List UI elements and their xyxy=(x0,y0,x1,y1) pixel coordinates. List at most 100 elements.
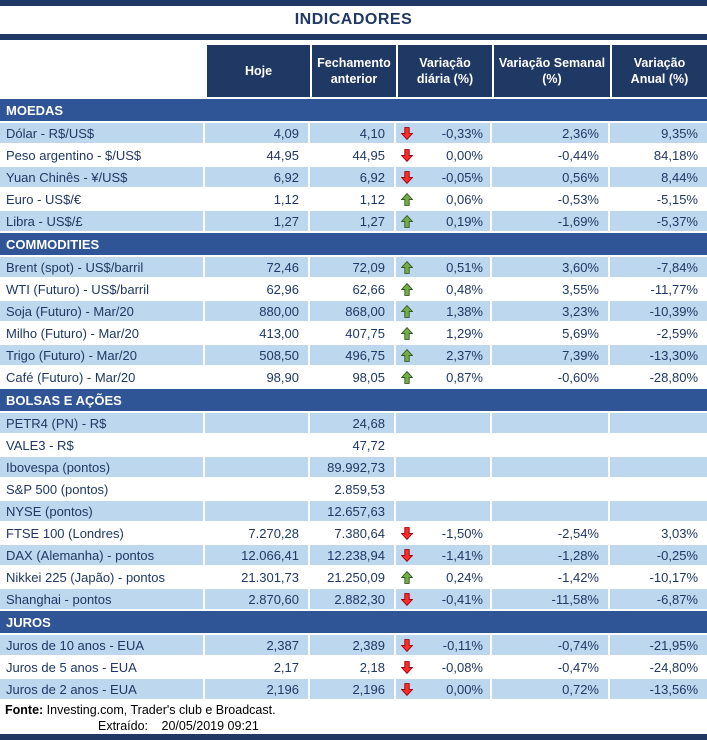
row-label: DAX (Alemanha) - pontos xyxy=(0,545,205,565)
variacao-semanal-value: 2,36% xyxy=(492,123,610,143)
variacao-semanal-value: 5,69% xyxy=(492,323,610,343)
variacao-diaria-value: -1,41% xyxy=(441,547,483,563)
variacao-semanal-value: 3,60% xyxy=(492,257,610,277)
variacao-anual-value: -0,25% xyxy=(656,547,698,563)
variacao-diaria-cell: -1,50% xyxy=(396,523,492,543)
variacao-semanal-value: -0,47% xyxy=(492,657,610,677)
column-header-fechamento-anterior: Fechamento anterior xyxy=(310,45,396,97)
section-title: MOEDAS xyxy=(6,102,64,118)
arrow-up-icon xyxy=(401,214,413,228)
variacao-diaria-cell: -0,08% xyxy=(396,657,492,677)
arrow-up-icon xyxy=(401,260,413,274)
variacao-diaria-value: -1,50% xyxy=(441,525,483,541)
variacao-diaria-value: -0,33% xyxy=(441,125,483,141)
row-label: Brent (spot) - US$/barril xyxy=(0,257,205,277)
variacao-semanal-value xyxy=(492,413,610,433)
fechamento-anterior-value: 407,75 xyxy=(310,323,396,343)
row-label: Shanghai - pontos xyxy=(0,589,205,609)
fechamento-anterior-value: 6,92 xyxy=(310,167,396,187)
variacao-diaria-value: 2,37% xyxy=(446,347,483,363)
table-row: Juros de 10 anos - EUA 2,387 2,389 -0,11% -0… xyxy=(0,635,707,657)
variacao-diaria-cell: 0,51% xyxy=(396,257,492,277)
hoje-value: 1,12 xyxy=(205,189,310,209)
variacao-anual-value: -5,15% xyxy=(656,191,698,207)
hoje-value: 7.270,28 xyxy=(205,523,310,543)
variacao-anual-value: -6,87% xyxy=(656,591,698,607)
variacao-diaria-value: -0,08% xyxy=(441,659,483,675)
hoje-value: 98,90 xyxy=(205,367,310,387)
fechamento-anterior-value: 868,00 xyxy=(310,301,396,321)
hoje-value: 2.870,60 xyxy=(205,589,310,609)
row-label: Dólar - R$/US$ xyxy=(0,123,205,143)
hoje-value: 62,96 xyxy=(205,279,310,299)
variacao-semanal-value xyxy=(492,457,610,477)
fechamento-anterior-value: 1,27 xyxy=(310,211,396,231)
variacao-diaria-value: -0,05% xyxy=(441,169,483,185)
table-row: Soja (Futuro) - Mar/20 880,00 868,00 1,38% 3… xyxy=(0,301,707,323)
variacao-semanal-value: -0,60% xyxy=(492,367,610,387)
variacao-diaria-value: 1,38% xyxy=(446,303,483,319)
variacao-anual-value: -13,56% xyxy=(649,681,698,697)
row-label: PETR4 (PN) - R$ xyxy=(0,413,205,433)
hoje-value: 880,00 xyxy=(205,301,310,321)
arrow-down-icon xyxy=(401,526,413,540)
arrow-placeholder xyxy=(401,417,413,430)
variacao-semanal-value xyxy=(492,501,610,521)
row-label: Yuan Chinês - ¥/US$ xyxy=(0,167,205,187)
page-title: INDICADORES xyxy=(0,6,707,34)
table-row: Ibovespa (pontos) 89.992,73 xyxy=(0,457,707,479)
column-header-variacao-anual: Variação Anual (%) xyxy=(610,45,707,97)
column-header-variacao-diaria: Variação diária (%) xyxy=(396,45,492,97)
variacao-semanal-value: 0,56% xyxy=(492,167,610,187)
variacao-diaria-cell: -0,33% xyxy=(396,123,492,143)
arrow-down-icon xyxy=(401,548,413,562)
variacao-semanal-value: -0,53% xyxy=(492,189,610,209)
variacao-anual-value: -11,77% xyxy=(650,281,698,297)
arrow-down-icon xyxy=(401,126,413,140)
table-row: Nikkei 225 (Japão) - pontos 21.301,73 21.2… xyxy=(0,567,707,589)
variacao-semanal-value xyxy=(492,435,610,455)
variacao-anual-value xyxy=(610,435,707,455)
row-label: Ibovespa (pontos) xyxy=(0,457,205,477)
variacao-anual-value: 84,18% xyxy=(653,147,698,163)
hoje-value xyxy=(205,457,310,477)
variacao-semanal-value: -1,69% xyxy=(492,211,610,231)
title-divider xyxy=(0,34,707,40)
variacao-semanal-value: -0,44% xyxy=(492,145,610,165)
variacao-diaria-cell: -1,41% xyxy=(396,545,492,565)
table-row: DAX (Alemanha) - pontos 12.066,41 12.238,9… xyxy=(0,545,707,567)
fechamento-anterior-value: 98,05 xyxy=(310,367,396,387)
variacao-diaria-cell: 0,19% xyxy=(396,211,492,231)
hoje-value: 413,00 xyxy=(205,323,310,343)
section-title: BOLSAS E AÇÕES xyxy=(6,392,122,408)
fechamento-anterior-value: 7.380,64 xyxy=(310,523,396,543)
variacao-semanal-value: 7,39% xyxy=(492,345,610,365)
fechamento-anterior-value: 4,10 xyxy=(310,123,396,143)
column-header-hoje: Hoje xyxy=(205,45,310,97)
row-label: Peso argentino - $/US$ xyxy=(0,145,205,165)
variacao-diaria-cell: 0,24% xyxy=(396,567,492,587)
variacao-semanal-value xyxy=(492,479,610,499)
variacao-anual-value xyxy=(610,413,707,433)
variacao-anual-value xyxy=(610,457,707,477)
table-row: FTSE 100 (Londres) 7.270,28 7.380,64 -1,50%… xyxy=(0,523,707,545)
arrow-down-icon xyxy=(401,638,413,652)
fechamento-anterior-value: 2.882,30 xyxy=(310,589,396,609)
fechamento-anterior-value: 12.238,94 xyxy=(310,545,396,565)
arrow-down-icon xyxy=(401,592,413,606)
table-row: Trigo (Futuro) - Mar/20 508,50 496,75 2,37%… xyxy=(0,345,707,367)
variacao-semanal-value: 3,55% xyxy=(492,279,610,299)
variacao-diaria-value: 0,48% xyxy=(446,281,483,297)
arrow-down-icon xyxy=(401,170,413,184)
variacao-anual-value: -21,95% xyxy=(649,637,698,653)
variacao-semanal-value: 3,23% xyxy=(492,301,610,321)
arrow-placeholder xyxy=(401,483,413,496)
variacao-anual-value: -13,30% xyxy=(649,347,698,363)
variacao-diaria-cell: -0,11% xyxy=(396,635,492,655)
table-row: Dólar - R$/US$ 4,09 4,10 -0,33% 2,36% 9,35% xyxy=(0,123,707,145)
source-text: Investing.com, Trader's club e Broadcast… xyxy=(46,703,276,717)
row-label: Milho (Futuro) - Mar/20 xyxy=(0,323,205,343)
hoje-value xyxy=(205,479,310,499)
variacao-diaria-cell xyxy=(396,435,492,455)
section-title: JUROS xyxy=(6,614,51,630)
